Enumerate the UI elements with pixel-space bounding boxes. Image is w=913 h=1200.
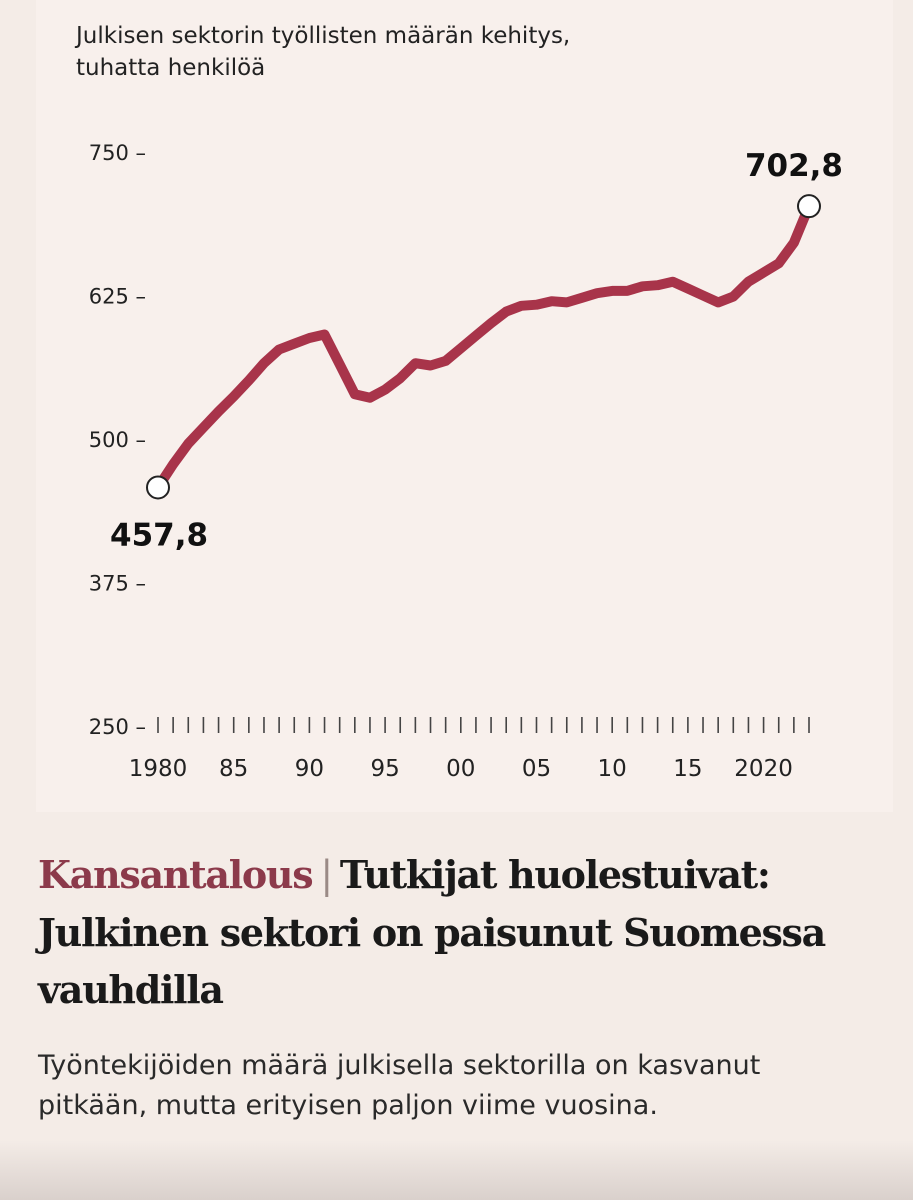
- headline-title[interactable]: Tutkijat huolestuivat: Julkinen sektori …: [38, 852, 826, 1012]
- x-tick-label: 2020: [734, 756, 793, 782]
- x-tick-label: 05: [522, 756, 551, 782]
- bottom-fade: [0, 1140, 913, 1200]
- y-tick-label: 250 –: [89, 715, 146, 739]
- y-tick-label: 750 –: [89, 141, 146, 165]
- endpoint-marker: [146, 475, 170, 500]
- endpoint-marker: [797, 194, 821, 219]
- article-headline[interactable]: Kansantalous | Tutkijat huolestuivat: Julk…: [38, 846, 888, 1018]
- y-tick-label: 625 –: [89, 285, 146, 309]
- x-tick-label: 15: [673, 756, 702, 782]
- y-tick-label: 375 –: [89, 572, 146, 596]
- series-line: [153, 201, 814, 493]
- section-separator: |: [320, 853, 333, 897]
- x-tick-label: 85: [219, 756, 248, 782]
- article-lede: Työntekijöiden määrä julkisella sektoril…: [38, 1050, 761, 1121]
- x-tick-label: 95: [370, 756, 399, 782]
- line-chart: 250 – 375 – 500 – 625 – 750 – 1980 85 90 95 00 05 1…: [89, 141, 843, 782]
- section-label[interactable]: Kansantalous: [38, 852, 314, 897]
- chart-card: [36, 0, 893, 812]
- x-tick-label: 90: [295, 756, 324, 782]
- chart-title: Julkisen sektorin työllisten määrän kehi…: [76, 23, 571, 81]
- x-tick-label: 1980: [129, 756, 188, 782]
- y-tick-label: 500 –: [89, 428, 146, 452]
- x-tick-label: 10: [598, 756, 627, 782]
- x-tick-label: 00: [446, 756, 475, 782]
- data-label: 457,8: [110, 517, 208, 553]
- data-label: 702,8: [745, 148, 843, 184]
